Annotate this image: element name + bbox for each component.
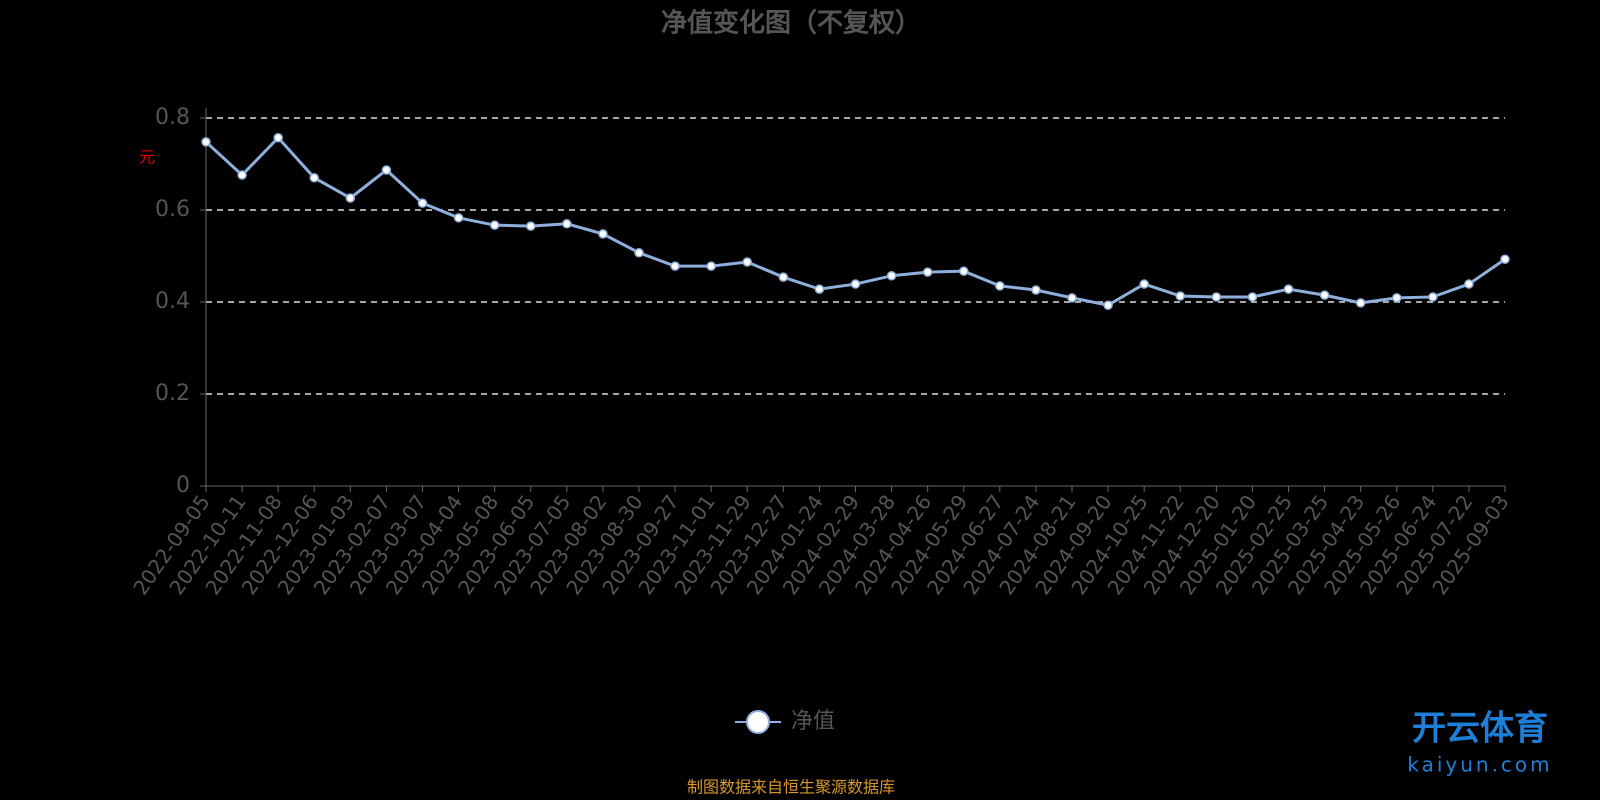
legend-label: 净值 <box>791 709 835 734</box>
y-tick-label: 0.6 <box>155 197 190 222</box>
data-point <box>1247 292 1258 302</box>
data-point <box>1500 254 1510 264</box>
data-point <box>1392 293 1402 303</box>
data-point <box>922 267 933 277</box>
data-point <box>201 137 211 147</box>
data-point <box>1031 285 1041 295</box>
data-point <box>1355 298 1366 308</box>
data-point <box>1464 279 1474 289</box>
data-point <box>562 219 572 229</box>
data-point <box>1139 279 1149 289</box>
data-point <box>1067 293 1077 303</box>
data-point <box>1103 300 1113 310</box>
data-point <box>706 261 716 271</box>
data-point <box>489 220 500 230</box>
source-note: 制图数据来自恒生聚源数据库 <box>687 778 895 797</box>
watermark-site: kaiyun.com <box>1407 753 1552 777</box>
data-point <box>634 248 644 258</box>
y-tick-label: 0.8 <box>155 105 190 130</box>
data-point <box>959 266 969 276</box>
data-point <box>850 279 861 289</box>
data-point <box>814 284 825 294</box>
data-point <box>1319 290 1330 300</box>
y-tick-label: 0.4 <box>155 289 190 314</box>
data-point <box>381 165 392 175</box>
data-point <box>1428 292 1438 302</box>
data-point <box>1283 284 1294 294</box>
data-point <box>1175 291 1185 301</box>
data-point <box>742 257 752 267</box>
data-point <box>886 271 897 281</box>
data-point <box>345 193 356 203</box>
data-point <box>417 198 428 208</box>
data-point <box>670 261 680 271</box>
y-tick-label: 0.2 <box>155 381 190 406</box>
data-point <box>1211 292 1222 302</box>
data-point <box>309 173 319 183</box>
data-point <box>237 170 247 180</box>
data-point <box>453 213 464 223</box>
chart-title: 净值变化图（不复权） <box>661 8 921 39</box>
y-tick-label: 0 <box>176 473 190 498</box>
data-point <box>778 272 789 282</box>
data-point <box>526 221 536 231</box>
y-axis-label: 元 <box>139 148 155 167</box>
legend-marker <box>746 710 770 734</box>
data-point <box>598 229 608 239</box>
data-point <box>995 281 1005 291</box>
watermark-brand: 开云体育 <box>1412 709 1548 749</box>
data-point <box>273 133 283 143</box>
